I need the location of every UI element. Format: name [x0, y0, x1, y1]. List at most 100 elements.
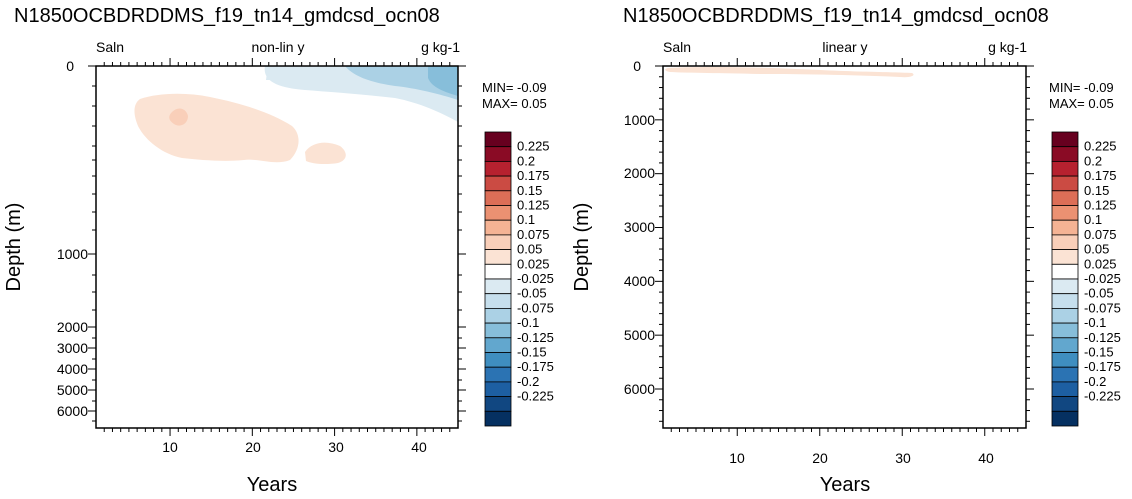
panel-left-ytick-3000: 3000 [57, 340, 88, 356]
panel-left-colorbar-box [484, 293, 512, 309]
panel-left-colorbar-label: -0.05 [517, 286, 547, 301]
panel-right-colorbar-box [1051, 322, 1079, 339]
panel-left-contours [134, 66, 458, 165]
panel-left-variable-label: Saln [96, 39, 124, 55]
panel-right-units-label: g kg-1 [988, 39, 1027, 55]
panel-left-ytick-1000: 1000 [57, 246, 88, 262]
panel-right-colorbar-box [1051, 205, 1079, 221]
panel-left-colorbar-box [484, 307, 512, 324]
panel-right-colorbar-label: 0.125 [1084, 198, 1117, 213]
panel-right-title: N1850OCBDRDDMS_f19_tn14_gmdcsd_ocn08 [623, 5, 1049, 27]
panel-right-xtick-10: 10 [729, 450, 745, 466]
panel-right-ytick-1000: 1000 [624, 112, 655, 128]
panel-left-y-axis-label: Depth (m) [3, 203, 25, 292]
panel-left: N1850OCBDRDDMS_f19_tn14_gmdcsd_ocn08 Sal… [3, 5, 554, 496]
panel-left-colorbar-box [484, 205, 512, 221]
panel-left-colorbar-label: -0.175 [517, 359, 554, 374]
panel-right-min-label: MIN= -0.09 [1049, 80, 1114, 95]
panel-right-colorbar-box [1051, 352, 1079, 368]
panel-right-colorbar-box [1051, 307, 1079, 324]
panel-left-colorbar-label: -0.225 [517, 389, 554, 404]
panel-left-ytick-2000: 2000 [57, 319, 88, 335]
panel-right-ytick-5000: 5000 [624, 327, 655, 343]
panel-right-colorbar: 0.2250.20.1750.150.1250.10.0750.050.025-… [1051, 131, 1121, 427]
panel-left-colorbar-box [484, 381, 512, 397]
panel-right-colorbar-label: -0.175 [1084, 359, 1121, 374]
panel-left-y-ticks [88, 65, 466, 422]
panel-left-colorbar-label: 0.175 [517, 168, 550, 183]
panel-right-colorbar-box [1051, 146, 1079, 162]
panel-left-colorbar-label: 0.075 [517, 227, 550, 242]
panel-right-colorbar-box [1051, 263, 1079, 280]
panel-right-ytick-4000: 4000 [624, 273, 655, 289]
panel-left-colorbar-label: -0.075 [517, 300, 554, 315]
panel-left-ytick-6000: 6000 [57, 403, 88, 419]
panel-right-x-axis-label: Years [820, 474, 870, 496]
panel-left-x-ticks [103, 58, 451, 436]
panel-left-xtick-20: 20 [245, 439, 261, 455]
panel-left-xtick-10: 10 [162, 439, 178, 455]
panel-left-colorbar-label: 0.1 [517, 212, 535, 227]
panel-left-colorbar-box [484, 131, 512, 148]
panel-left-colorbar-box [484, 175, 512, 192]
panel-left-colorbar-box [484, 160, 512, 177]
panel-right-colorbar-label: -0.075 [1084, 300, 1121, 315]
panel-right-colorbar-label: -0.05 [1084, 286, 1114, 301]
panel-left-colorbar-label: 0.225 [517, 139, 550, 154]
panel-right-colorbar-label: -0.125 [1084, 330, 1121, 345]
panel-left-colorbar-box [484, 396, 512, 412]
panel-right-variable-label: Saln [663, 39, 691, 55]
panel-right-colorbar-box [1051, 410, 1079, 427]
panel-left-units-label: g kg-1 [421, 39, 460, 55]
panel-left-x-axis-label: Years [247, 474, 297, 496]
panel-left-colorbar-box [484, 190, 512, 206]
panel-right-colorbar-label: -0.025 [1084, 271, 1121, 286]
panel-right-colorbar-label: 0.075 [1084, 227, 1117, 242]
panel-right-contours [665, 66, 914, 78]
panel-right-colorbar-box [1051, 249, 1079, 265]
panel-left-max-label: MAX= 0.05 [482, 96, 547, 111]
panel-left-scale-label: non-lin y [252, 39, 305, 55]
panel-right-ytick-6000: 6000 [624, 381, 655, 397]
contour-neg-minor [266, 72, 273, 80]
panel-left-colorbar-box [484, 322, 512, 339]
panel-left-colorbar-label: 0.125 [517, 198, 550, 213]
panel-left-colorbar-label: 0.05 [517, 242, 542, 257]
panel-right-xtick-30: 30 [895, 450, 911, 466]
panel-left-min-label: MIN= -0.09 [482, 80, 547, 95]
panel-right-colorbar-label: -0.1 [1084, 315, 1106, 330]
panel-right-colorbar-box [1051, 175, 1079, 192]
contour-pos-025-linear [665, 66, 914, 78]
panel-left-ytick-4000: 4000 [57, 361, 88, 377]
panel-right-colorbar-label: 0.225 [1084, 139, 1117, 154]
panel-left-colorbar-box [484, 352, 512, 368]
panel-left-title: N1850OCBDRDDMS_f19_tn14_gmdcsd_ocn08 [14, 5, 440, 27]
panel-left-colorbar-label: -0.2 [517, 374, 539, 389]
panel-left-colorbar-label: 0.2 [517, 153, 535, 168]
panel-right-colorbar-box [1051, 190, 1079, 206]
panel-right-x-ticks [670, 58, 1019, 436]
panel-right-colorbar-label: -0.2 [1084, 374, 1106, 389]
panel-right-colorbar-label: -0.225 [1084, 389, 1121, 404]
panel-right-colorbar-label: 0.1 [1084, 212, 1102, 227]
panel-left-colorbar-label: 0.025 [517, 256, 550, 271]
panel-right-colorbar-box [1051, 293, 1079, 309]
panel-left-colorbar-label: 0.15 [517, 183, 542, 198]
panel-right-colorbar-box [1051, 366, 1079, 383]
panel-right-colorbar-box [1051, 278, 1079, 295]
panel-right-colorbar-box [1051, 131, 1079, 148]
panel-right-colorbar-label: 0.025 [1084, 256, 1117, 271]
panel-right-y-ticks [655, 65, 1034, 422]
panel-left-colorbar-box [484, 278, 512, 295]
panel-left-ytick-5000: 5000 [57, 382, 88, 398]
panel-right-colorbar-label: -0.15 [1084, 345, 1114, 360]
panel-right-colorbar-box [1051, 381, 1079, 397]
panel-left-colorbar-box [484, 263, 512, 280]
panel-right-ytick-2000: 2000 [624, 165, 655, 181]
panel-right: N1850OCBDRDDMS_f19_tn14_gmdcsd_ocn08 Sal… [571, 5, 1121, 496]
panel-right-max-label: MAX= 0.05 [1049, 96, 1114, 111]
panel-left-colorbar-box [484, 337, 512, 353]
contour-pos-025 [134, 93, 299, 163]
